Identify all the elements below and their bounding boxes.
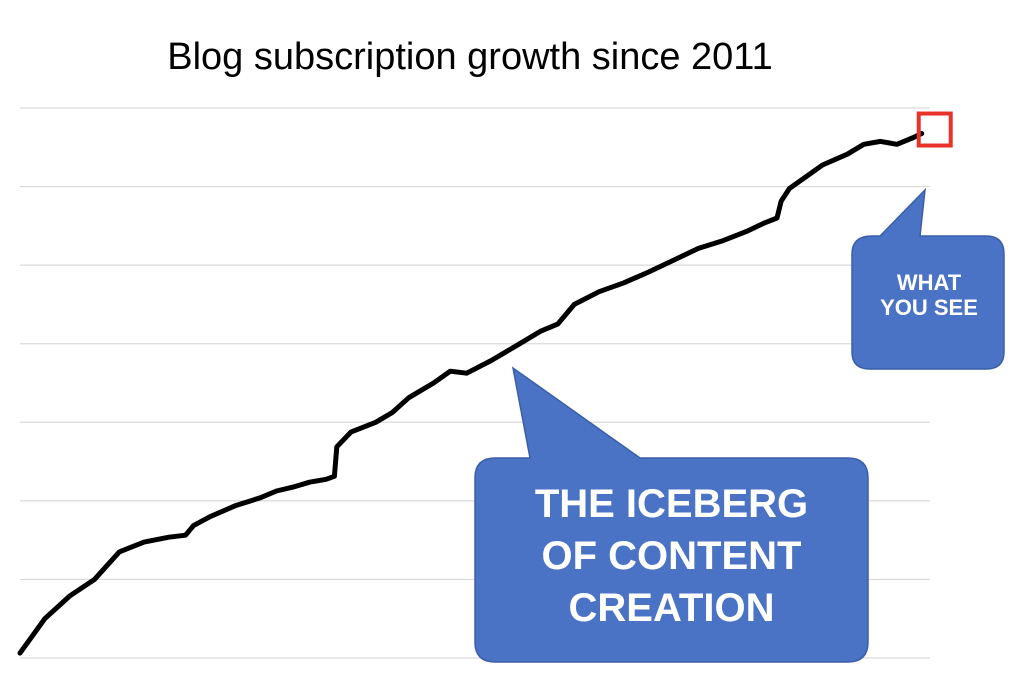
iceberg-label: THE ICEBERG OF CONTENT CREATION xyxy=(474,478,869,634)
what-you-see-callout-shape xyxy=(851,187,1005,370)
what-you-see-label: WHAT YOU SEE xyxy=(852,270,1006,321)
iceberg-line-1: THE ICEBERG xyxy=(534,482,809,526)
callout-layer xyxy=(474,187,1005,663)
series-line xyxy=(17,131,925,656)
iceberg-callout-shape xyxy=(474,366,869,663)
what-you-see-line-1: WHAT xyxy=(896,270,962,295)
chart-title: Blog subscription growth since 2011 xyxy=(167,36,773,78)
iceberg-line-2: OF CONTENT xyxy=(541,534,802,578)
what-you-see-line-2: YOU SEE xyxy=(880,295,978,321)
series-layer xyxy=(17,111,953,656)
highlight-box xyxy=(916,111,953,148)
iceberg-line-3: CREATION xyxy=(568,586,775,630)
